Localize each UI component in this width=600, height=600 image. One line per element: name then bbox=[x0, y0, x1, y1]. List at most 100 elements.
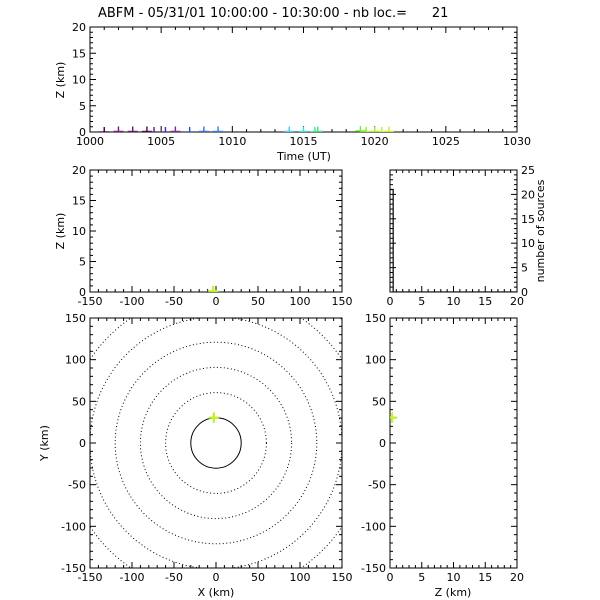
histogram-line bbox=[390, 188, 517, 292]
range-ring bbox=[190, 417, 242, 469]
y-tick-label: 0 bbox=[521, 286, 528, 299]
source-point bbox=[309, 127, 320, 132]
x-tick-label: 100 bbox=[290, 571, 311, 584]
source-point bbox=[355, 125, 366, 132]
x-tick-label: -50 bbox=[165, 295, 183, 308]
y-axis-label: number of sources bbox=[534, 179, 547, 282]
y-axis-label: Y (km) bbox=[38, 425, 51, 462]
range-ring bbox=[114, 341, 318, 545]
y-tick-label: 50 bbox=[372, 395, 386, 408]
source-point bbox=[213, 126, 224, 132]
plot-area bbox=[390, 412, 398, 423]
y-tick-label: 20 bbox=[72, 21, 86, 34]
y-tick-label: 150 bbox=[65, 312, 86, 325]
source-point bbox=[284, 126, 295, 132]
y-tick-label: 0 bbox=[379, 437, 386, 450]
source-point bbox=[160, 127, 171, 132]
plot-frame bbox=[389, 317, 518, 569]
x-tick-label: 150 bbox=[332, 571, 353, 584]
plot-frame bbox=[389, 169, 518, 293]
source-point bbox=[376, 127, 387, 132]
x-tick-label: 0 bbox=[213, 571, 220, 584]
plot-area bbox=[90, 318, 342, 568]
x-tick-label: 1025 bbox=[432, 135, 460, 148]
source-point bbox=[198, 126, 209, 132]
source-point bbox=[127, 126, 138, 132]
x-tick-label: 1030 bbox=[503, 135, 531, 148]
y-axis-label: Z (km) bbox=[54, 62, 67, 99]
x-tick-label: 10 bbox=[447, 571, 461, 584]
plot-area bbox=[390, 188, 517, 292]
y-tick-label: -100 bbox=[361, 520, 386, 533]
x-tick-label: 5 bbox=[418, 295, 425, 308]
plot-frame bbox=[89, 169, 343, 293]
y-tick-label: 5 bbox=[79, 100, 86, 113]
y-tick-label: -150 bbox=[361, 562, 386, 575]
y-tick-label: 5 bbox=[521, 262, 528, 275]
y-tick-label: 15 bbox=[521, 213, 535, 226]
source-point bbox=[113, 126, 124, 132]
y-tick-label: 20 bbox=[521, 188, 535, 201]
x-tick-label: 50 bbox=[251, 295, 265, 308]
x-tick-label: 15 bbox=[478, 295, 492, 308]
plot-frame bbox=[89, 317, 343, 569]
x-tick-label: 50 bbox=[251, 571, 265, 584]
x-tick-label: 0 bbox=[213, 295, 220, 308]
y-axis-label: Z (km) bbox=[54, 213, 67, 250]
y-tick-label: 100 bbox=[365, 354, 386, 367]
y-tick-label: -150 bbox=[61, 562, 86, 575]
y-tick-label: 0 bbox=[79, 126, 86, 139]
x-tick-label: 1005 bbox=[147, 135, 175, 148]
x-tick-label: -50 bbox=[165, 571, 183, 584]
y-tick-label: -100 bbox=[61, 520, 86, 533]
source-point bbox=[149, 127, 160, 132]
y-tick-label: 100 bbox=[65, 354, 86, 367]
x-tick-label: 150 bbox=[332, 295, 353, 308]
source-point bbox=[209, 412, 220, 423]
x-tick-label: 0 bbox=[387, 571, 394, 584]
x-tick-label: 1000 bbox=[76, 135, 104, 148]
source-point bbox=[383, 126, 394, 132]
source-point bbox=[170, 126, 181, 132]
panel-z-vs-time: 1000 1005 1010 1015 1020 1025 103005101520Time… bbox=[54, 21, 531, 163]
y-tick-label: 150 bbox=[365, 312, 386, 325]
y-tick-label: 15 bbox=[72, 47, 86, 60]
source-point bbox=[312, 126, 323, 132]
x-tick-label: 20 bbox=[510, 295, 524, 308]
range-ring bbox=[90, 318, 342, 568]
y-tick-label: 10 bbox=[72, 225, 86, 238]
source-point bbox=[208, 413, 219, 423]
source-point bbox=[361, 127, 372, 132]
x-tick-label: -100 bbox=[120, 571, 145, 584]
source-point bbox=[99, 127, 110, 132]
x-tick-label: 15 bbox=[478, 571, 492, 584]
panels: 1000 1005 1010 1015 1020 1025 103005101520Time… bbox=[38, 21, 548, 599]
plot-frame bbox=[89, 26, 518, 133]
x-tick-label: -150 bbox=[78, 571, 103, 584]
y-tick-label: -50 bbox=[68, 479, 86, 492]
y-tick-label: -50 bbox=[368, 479, 386, 492]
figure-title: ABFM - 05/31/01 10:00:00 - 10:30:00 - nb… bbox=[98, 6, 448, 21]
panel-y-vs-z: 0 5 10 15 20 -150 -100 -50 0 50 100 150 Z (km) bbox=[361, 312, 524, 599]
x-tick-label: 1010 bbox=[218, 135, 246, 148]
x-axis-label: Z (km) bbox=[435, 586, 472, 599]
plot-area bbox=[99, 125, 394, 132]
x-tick-label: 1020 bbox=[361, 135, 389, 148]
y-tick-label: 10 bbox=[72, 74, 86, 87]
x-tick-label: 20 bbox=[510, 571, 524, 584]
source-point bbox=[298, 126, 309, 132]
y-tick-label: 0 bbox=[79, 286, 86, 299]
x-tick-label: 100 bbox=[290, 295, 311, 308]
y-tick-label: 10 bbox=[521, 237, 535, 250]
source-point bbox=[184, 127, 195, 132]
range-ring bbox=[165, 392, 267, 494]
y-tick-label: 15 bbox=[72, 195, 86, 208]
panel-y-vs-x: -150 -100 -50 0 50 100 150 -150 -100 -50 0 50 100 150… bbox=[38, 312, 353, 599]
plot-area bbox=[207, 285, 219, 292]
x-tick-label: 5 bbox=[418, 571, 425, 584]
source-point bbox=[390, 412, 398, 423]
x-tick-label: -150 bbox=[78, 295, 103, 308]
x-tick-label: 0 bbox=[387, 295, 394, 308]
